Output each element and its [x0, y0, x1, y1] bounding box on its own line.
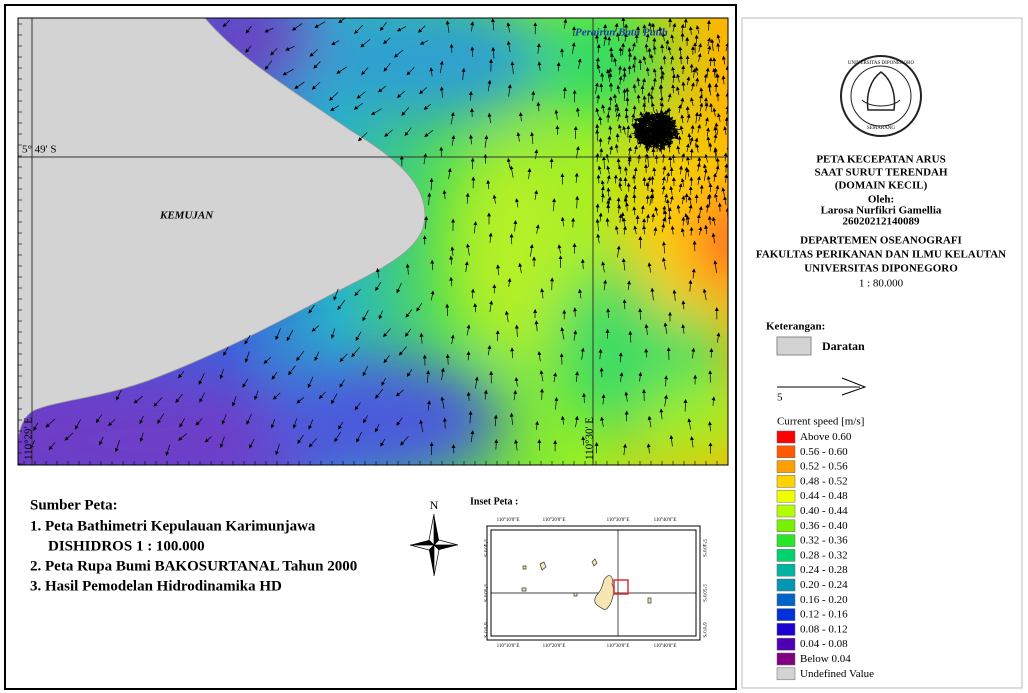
legend-label: 0.40 - 0.44: [800, 505, 848, 517]
title-line: (DOMAIN KECIL): [835, 180, 928, 192]
legend-swatch: [777, 535, 795, 547]
longitude-label: 110°29' E: [23, 417, 35, 460]
legend-label: Undefined Value: [800, 668, 874, 680]
legend-swatch: [777, 668, 795, 680]
inset-y-label: 6°0'0"S: [701, 622, 706, 637]
north-label: N: [430, 498, 439, 512]
sources-heading: Sumber Peta:: [30, 497, 118, 513]
inset-y-label: 5°50'0"S: [701, 584, 706, 602]
compass-light: [410, 514, 458, 576]
university-logo: UNIVERSITAS DIPONEGORO SEMARANG: [841, 56, 921, 136]
inset-x-label: 110°10'0"E: [497, 518, 520, 523]
legend-label: 0.24 - 0.28: [800, 564, 848, 576]
logo-ring: [841, 56, 921, 136]
legend-label: 0.36 - 0.40: [800, 520, 848, 532]
inset-y-label: 5°40'0"S: [701, 539, 706, 557]
legend-label: 0.32 - 0.36: [800, 535, 848, 547]
legend-swatch: [777, 564, 795, 576]
legend-swatch: [777, 638, 795, 650]
institution-line: UNIVERSITAS DIPONEGORO: [804, 263, 958, 275]
logo-text: UNIVERSITAS DIPONEGORO: [848, 61, 915, 66]
legend-label: 0.48 - 0.52: [800, 475, 848, 487]
legend-heading: Keterangan:: [766, 321, 825, 333]
land-label: KEMUJAN: [159, 210, 214, 222]
sea-label: Perairan Batu Putih: [575, 27, 668, 39]
legend-swatch: [777, 461, 795, 473]
legend-label: 0.16 - 0.20: [800, 594, 848, 606]
legend-swatch: [777, 490, 795, 502]
legend-swatch: [777, 520, 795, 532]
legend-swatch: [777, 475, 795, 487]
legend-label: 0.56 - 0.60: [800, 446, 848, 458]
inset-x-label: 110°40'0"E: [654, 518, 677, 523]
source-item: DISHIDROS 1 : 100.000: [48, 538, 205, 554]
north-arrow: N: [410, 498, 458, 576]
legend-label: 0.12 - 0.16: [800, 609, 848, 621]
land-legend-label: Daratan: [822, 339, 865, 353]
legend-label: 0.44 - 0.48: [800, 490, 848, 502]
inset-y-label: 5°50'0"S: [482, 584, 487, 602]
legend-label: 0.20 - 0.24: [800, 579, 848, 591]
legend-swatch: [777, 431, 795, 443]
source-item: 1. Peta Bathimetri Kepulauan Karimunjawa: [30, 518, 316, 534]
inset-y-label: 5°40'0"S: [482, 539, 487, 557]
legend-swatch: [777, 505, 795, 517]
institution-line: FAKULTAS PERIKANAN DAN ILMU KELAUTAN: [756, 249, 1006, 261]
land-swatch: [777, 337, 811, 355]
inset-x-label: 110°20'0"E: [543, 518, 566, 523]
inset-x-label: 110°10'0"E: [497, 644, 520, 649]
student-id: 26020212140089: [843, 216, 921, 228]
legend-swatch: [777, 446, 795, 458]
institution-line: DEPARTEMEN OSEANOGRAFI: [800, 235, 962, 247]
inset-x-label: 110°40'0"E: [654, 644, 677, 649]
latitude-label: 5° 49' S: [22, 144, 57, 156]
legend-swatch: [777, 623, 795, 635]
legend-swatch: [777, 653, 795, 665]
legend-swatch: [777, 549, 795, 561]
logo-text: SEMARANG: [867, 126, 895, 131]
inset-x-label: 110°20'0"E: [543, 644, 566, 649]
legend-label: 0.08 - 0.12: [800, 623, 848, 635]
title-line: SAAT SURUT TERENDAH: [814, 167, 948, 179]
inset-map: Inset Peta : 110°10'0"E 110°10'0"E 110°20'…: [470, 496, 706, 649]
legend-swatch: [777, 579, 795, 591]
inset-y-label: 6°0'0"S: [482, 622, 487, 637]
source-item: 2. Peta Rupa Bumi BAKOSURTANAL Tahun 200…: [30, 558, 357, 574]
legend-label: 0.04 - 0.08: [800, 638, 848, 650]
map-layout: Perairan Batu Putih KEMUJAN 5° 49' S 110…: [0, 0, 1028, 693]
inset-title: Inset Peta :: [470, 496, 518, 507]
legend-label: 0.28 - 0.32: [800, 549, 848, 561]
legend-label: 0.52 - 0.56: [800, 461, 848, 473]
speed-legend-title: Current speed [m/s]: [777, 416, 864, 428]
vector-scale-label: 5: [777, 392, 783, 404]
title-line: PETA KECEPATAN ARUS: [816, 154, 945, 166]
legend-label: Below 0.04: [800, 653, 851, 665]
legend-swatch: [777, 609, 795, 621]
longitude-label: 110°30' E: [584, 417, 596, 460]
map-scale: 1 : 80.000: [859, 278, 904, 290]
legend-swatch: [777, 594, 795, 606]
inset-x-label: 110°30'0"E: [607, 644, 630, 649]
map-frame: [0, 0, 760, 500]
legend-label: Above 0.60: [800, 431, 852, 443]
inset-x-label: 110°30'0"E: [607, 518, 630, 523]
current-arrow: [729, 88, 730, 96]
inset-frame: [487, 526, 700, 640]
source-item: 3. Hasil Pemodelan Hidrodinamika HD: [30, 578, 282, 594]
